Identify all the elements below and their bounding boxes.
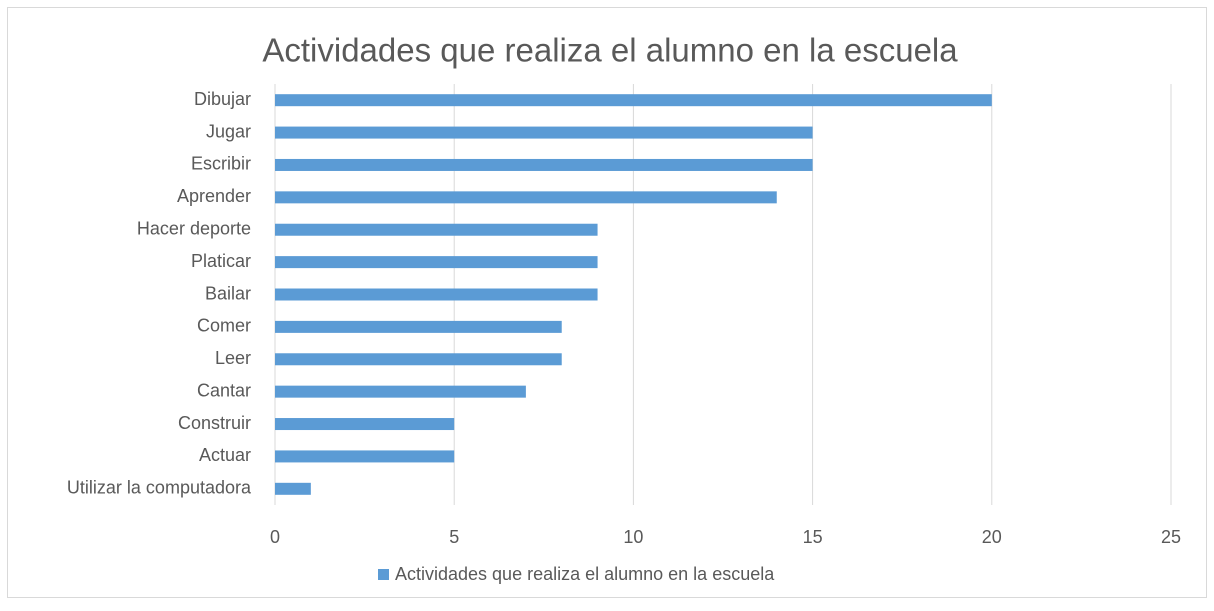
x-tick-label: 5 [449,527,459,547]
y-tick-label: Actuar [199,445,251,465]
bar [275,418,455,431]
y-tick-label: Aprender [177,186,251,206]
bar [275,256,598,269]
y-tick-label: Jugar [206,121,251,141]
y-tick-label: Construir [178,413,251,433]
y-tick-label: Bailar [205,283,251,303]
y-tick-label: Hacer deporte [137,218,251,238]
bar [275,126,813,139]
bar [275,288,598,301]
bar [275,94,992,107]
x-tick-label: 20 [982,527,1002,547]
x-tick-label: 15 [803,527,823,547]
bar [275,191,777,204]
x-tick-label: 0 [270,527,280,547]
x-tick-label: 25 [1161,527,1181,547]
legend-label: Actividades que realiza el alumno en la … [395,564,775,584]
x-tick-label: 10 [623,527,643,547]
y-tick-label: Comer [197,316,251,336]
bar [275,320,562,333]
y-tick-label: Leer [215,348,251,368]
chart-title: Actividades que realiza el alumno en la … [262,32,958,69]
bar [275,450,455,463]
legend-swatch [378,569,389,580]
y-tick-label: Escribir [191,154,251,174]
bar [275,385,526,398]
y-tick-label: Platicar [191,251,251,271]
bar [275,223,598,236]
bar [275,158,813,171]
y-tick-label: Dibujar [194,89,251,109]
bar [275,353,562,366]
y-tick-label: Utilizar la computadora [67,478,252,498]
y-tick-label: Cantar [197,380,251,400]
bar [275,482,311,495]
